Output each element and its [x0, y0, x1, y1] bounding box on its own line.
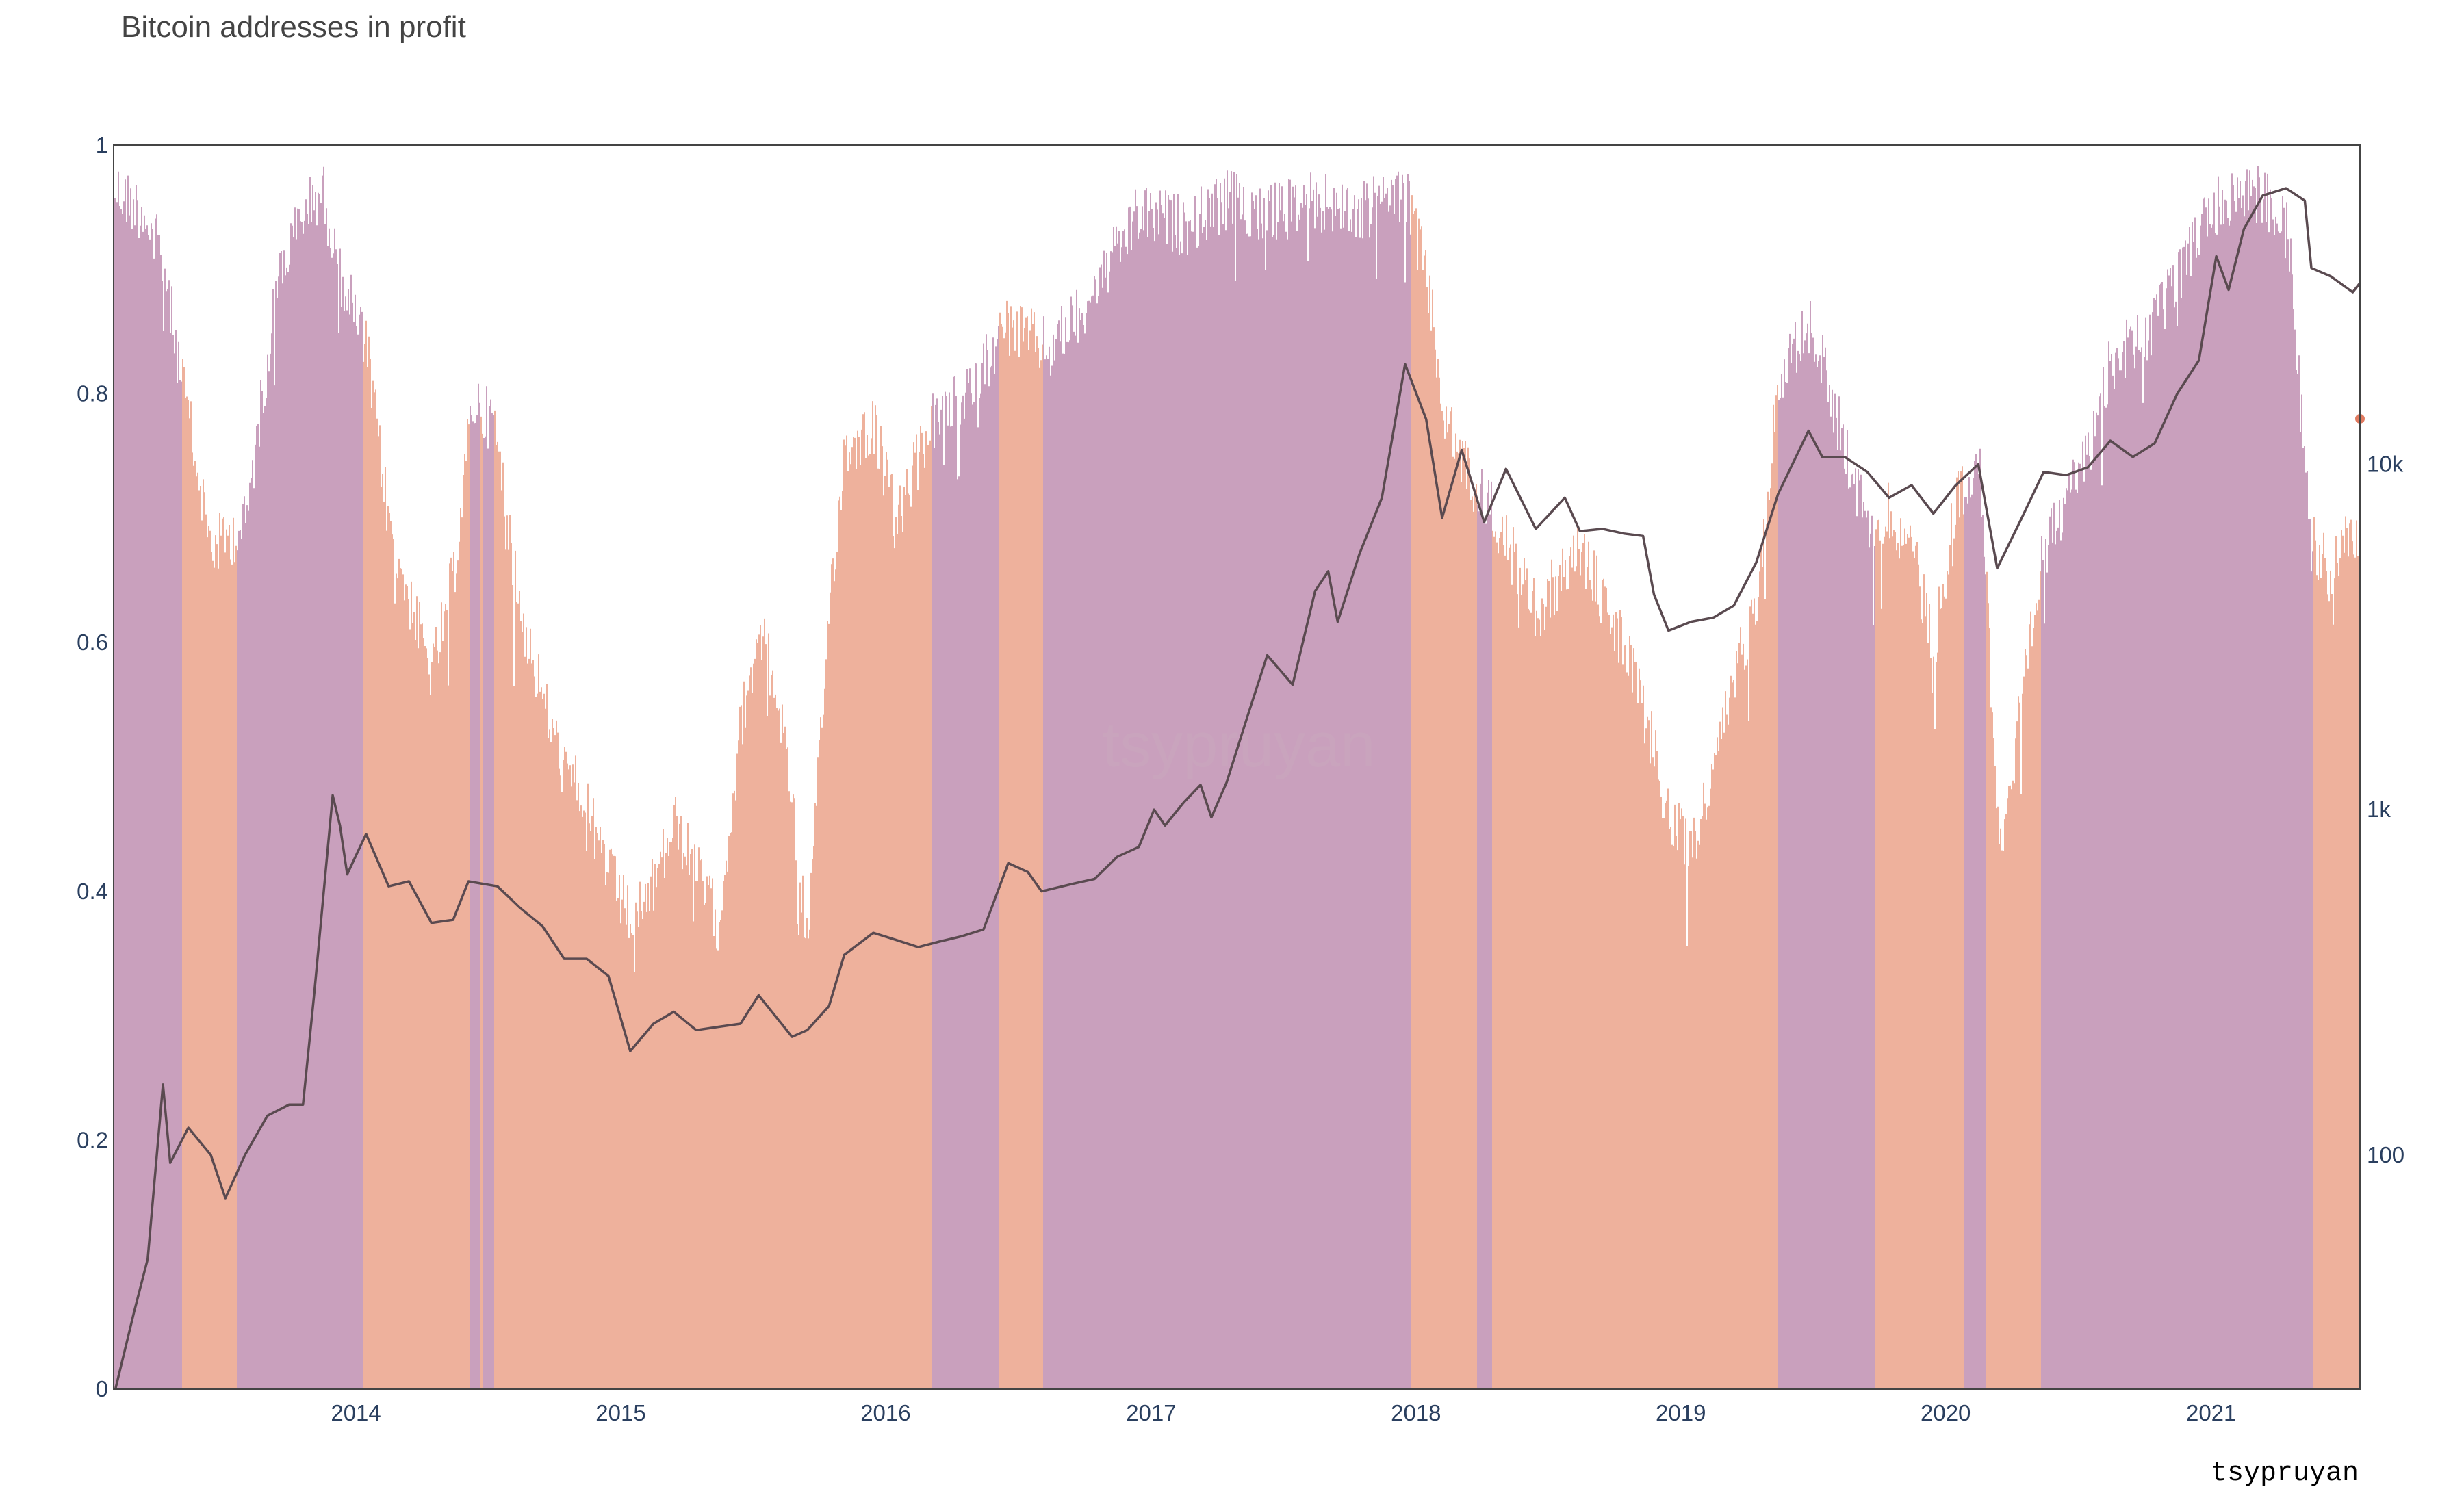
plot-frame — [113, 144, 2361, 1390]
x-tick-label: 2014 — [331, 1400, 381, 1425]
x-tick-label: 2020 — [1921, 1400, 1971, 1425]
plot-area — [114, 166, 2365, 1389]
plot-clipped-group — [114, 166, 2360, 1389]
x-tick-label: 2015 — [595, 1400, 645, 1425]
area-above-threshold — [114, 166, 2313, 1389]
chart-title: Bitcoin addresses in profit — [121, 10, 466, 44]
x-tick-label: 2021 — [2186, 1400, 2236, 1425]
y-left-tick-label: 0 — [96, 1376, 108, 1401]
x-tick-label: 2017 — [1126, 1400, 1176, 1425]
x-tick-label: 2016 — [860, 1400, 910, 1425]
watermark-text: tsypruyan — [1103, 710, 1376, 780]
credit-text: tsypruyan — [2211, 1458, 2359, 1489]
y-right-tick-label: 100 — [2367, 1142, 2404, 1167]
y-right-tick-label: 1k — [2367, 797, 2391, 822]
y-left-tick-label: 0.6 — [77, 630, 108, 655]
y-left-tick-label: 0.8 — [77, 381, 108, 406]
y-right-tick-label: 10k — [2367, 451, 2404, 476]
price-line — [114, 187, 2360, 1389]
x-tick-label: 2018 — [1391, 1400, 1441, 1425]
x-tick-label: 2019 — [1656, 1400, 1706, 1425]
y-left-tick-label: 0.4 — [77, 879, 108, 904]
axes: 0 0.2 0.4 0.6 0.8 1 100 1k 10k 2014 2015 2016 2017 20… — [77, 132, 2404, 1425]
y-left-tick-label: 1 — [96, 132, 108, 157]
y-left-tick-label: 0.2 — [77, 1127, 108, 1152]
area-below-threshold — [182, 195, 2360, 1389]
